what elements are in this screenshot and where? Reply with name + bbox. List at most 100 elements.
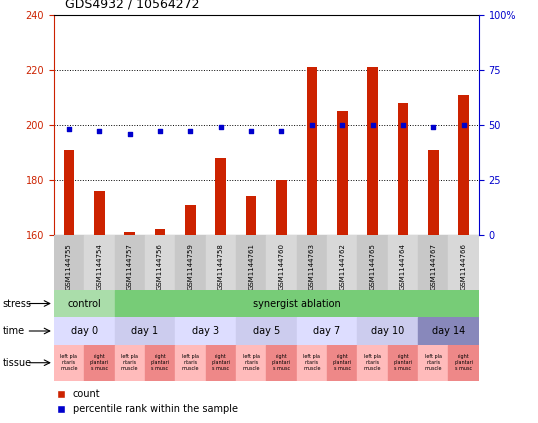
Bar: [357, 235, 388, 290]
Bar: [236, 235, 266, 290]
Text: control: control: [67, 299, 101, 308]
Point: [125, 130, 134, 137]
Bar: [296, 317, 357, 345]
Bar: [206, 345, 236, 381]
Point: [368, 121, 377, 128]
Bar: [215, 158, 226, 235]
Bar: [115, 290, 479, 317]
Bar: [388, 235, 418, 290]
Bar: [449, 345, 479, 381]
Text: GSM1144756: GSM1144756: [157, 243, 163, 290]
Point: [95, 128, 104, 135]
Text: right
plantari
s musc: right plantari s musc: [454, 354, 473, 371]
Point: [459, 121, 468, 128]
Bar: [236, 317, 296, 345]
Bar: [54, 235, 84, 290]
Text: GSM1144763: GSM1144763: [309, 243, 315, 290]
Text: day 3: day 3: [192, 326, 219, 336]
Text: GSM1144758: GSM1144758: [218, 243, 224, 290]
Bar: [296, 235, 327, 290]
Bar: [307, 67, 317, 235]
Bar: [266, 235, 296, 290]
Bar: [236, 345, 266, 381]
Bar: [175, 345, 206, 381]
Text: GSM1144761: GSM1144761: [248, 243, 254, 290]
Text: GSM1144759: GSM1144759: [187, 243, 194, 290]
Bar: [367, 67, 378, 235]
Bar: [115, 345, 145, 381]
Bar: [428, 149, 438, 235]
Bar: [418, 235, 449, 290]
Bar: [327, 345, 357, 381]
Text: left pla
ntaris
muscle: left pla ntaris muscle: [303, 354, 321, 371]
Text: right
plantari
s musc: right plantari s musc: [151, 354, 169, 371]
Bar: [418, 317, 479, 345]
Point: [338, 121, 346, 128]
Text: left pla
ntaris
muscle: left pla ntaris muscle: [60, 354, 77, 371]
Bar: [398, 103, 408, 235]
Bar: [175, 317, 236, 345]
Point: [186, 128, 195, 135]
Point: [308, 121, 316, 128]
Bar: [418, 345, 449, 381]
Text: GSM1144764: GSM1144764: [400, 243, 406, 290]
Text: day 1: day 1: [131, 326, 158, 336]
Text: day 10: day 10: [371, 326, 405, 336]
Bar: [155, 229, 165, 235]
Bar: [388, 345, 418, 381]
Text: GSM1144760: GSM1144760: [279, 243, 285, 290]
Text: GSM1144767: GSM1144767: [430, 243, 436, 290]
Bar: [84, 235, 115, 290]
Point: [429, 124, 437, 130]
Bar: [449, 235, 479, 290]
Legend: count, percentile rank within the sample: count, percentile rank within the sample: [53, 385, 242, 418]
Text: GSM1144757: GSM1144757: [126, 243, 133, 290]
Bar: [206, 235, 236, 290]
Text: left pla
ntaris
muscle: left pla ntaris muscle: [121, 354, 138, 371]
Text: GSM1144766: GSM1144766: [461, 243, 466, 290]
Text: left pla
ntaris
muscle: left pla ntaris muscle: [243, 354, 260, 371]
Bar: [296, 345, 327, 381]
Bar: [54, 317, 115, 345]
Text: right
plantari
s musc: right plantari s musc: [211, 354, 230, 371]
Bar: [145, 235, 175, 290]
Point: [155, 128, 164, 135]
Point: [65, 126, 73, 132]
Bar: [357, 317, 418, 345]
Text: left pla
ntaris
muscle: left pla ntaris muscle: [424, 354, 442, 371]
Bar: [246, 196, 257, 235]
Bar: [54, 345, 84, 381]
Text: stress: stress: [3, 299, 32, 308]
Text: time: time: [3, 326, 25, 336]
Point: [277, 128, 286, 135]
Text: day 14: day 14: [432, 326, 465, 336]
Text: left pla
ntaris
muscle: left pla ntaris muscle: [364, 354, 381, 371]
Text: GDS4932 / 10564272: GDS4932 / 10564272: [65, 0, 199, 11]
Text: right
plantari
s musc: right plantari s musc: [393, 354, 413, 371]
Bar: [175, 235, 206, 290]
Text: right
plantari
s musc: right plantari s musc: [90, 354, 109, 371]
Bar: [357, 345, 388, 381]
Bar: [63, 149, 74, 235]
Text: GSM1144755: GSM1144755: [66, 243, 72, 290]
Bar: [115, 317, 175, 345]
Text: GSM1144754: GSM1144754: [96, 243, 102, 290]
Bar: [276, 180, 287, 235]
Bar: [84, 345, 115, 381]
Bar: [266, 345, 296, 381]
Text: GSM1144765: GSM1144765: [370, 243, 376, 290]
Bar: [54, 290, 115, 317]
Bar: [94, 191, 105, 235]
Bar: [145, 345, 175, 381]
Point: [399, 121, 407, 128]
Text: synergist ablation: synergist ablation: [253, 299, 341, 308]
Text: tissue: tissue: [3, 358, 32, 368]
Bar: [337, 111, 348, 235]
Text: day 5: day 5: [253, 326, 280, 336]
Text: day 0: day 0: [70, 326, 98, 336]
Text: right
plantari
s musc: right plantari s musc: [272, 354, 291, 371]
Bar: [115, 235, 145, 290]
Bar: [327, 235, 357, 290]
Text: right
plantari
s musc: right plantari s musc: [332, 354, 352, 371]
Point: [216, 124, 225, 130]
